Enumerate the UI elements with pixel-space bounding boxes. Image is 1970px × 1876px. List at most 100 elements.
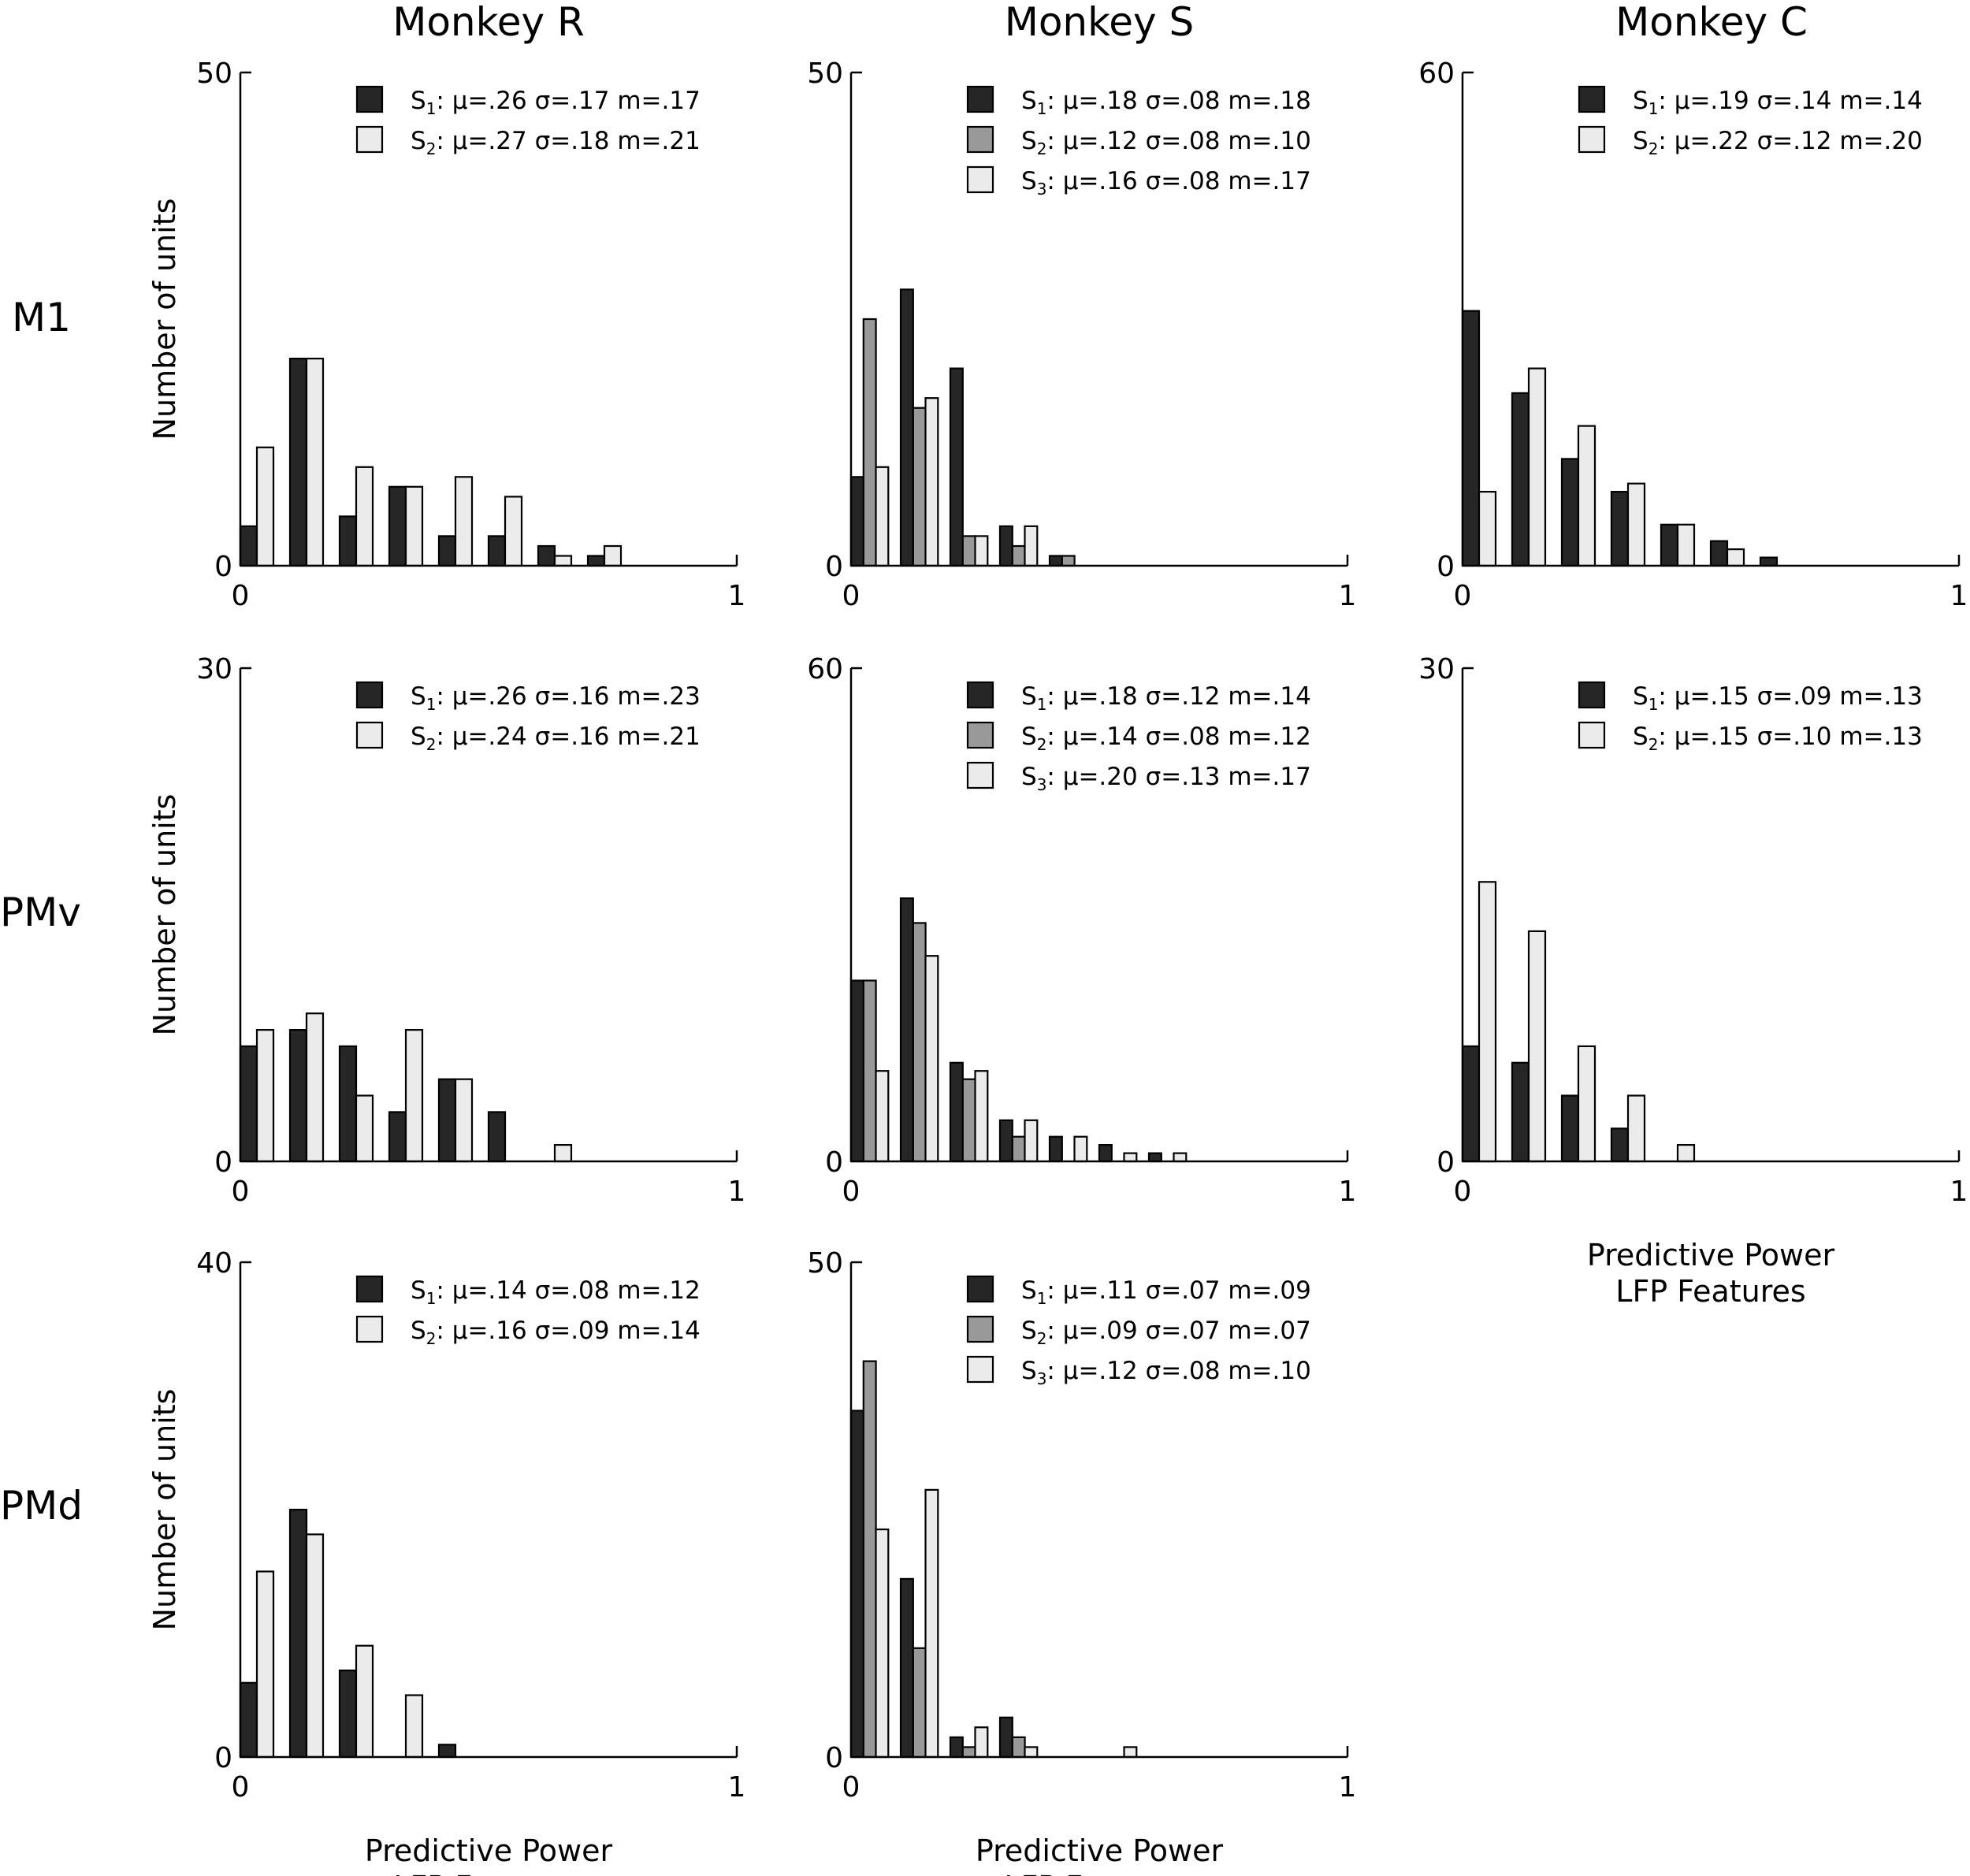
bar-pmv-r-s1-bin0 (239, 1045, 258, 1163)
x-tick-label-min-pmd-r: 0 (232, 1771, 250, 1804)
y-tick-label-min-pmd-r: 0 (214, 1742, 232, 1774)
y-tick-label-max-pmd-s: 50 (807, 1247, 843, 1280)
legend-swatch-pmv-s-s1 (966, 681, 994, 709)
legend-label-m1-r-s1: S1: μ=.26 σ=.17 m=.17 (411, 87, 701, 118)
bar-m1-r-s2-bin1 (305, 358, 325, 567)
y-tick-label-max-pmv-r: 30 (196, 653, 232, 685)
legend-pmd-s: S1: μ=.11 σ=.07 m=.09 S2: μ=.09 σ=.07 m=.… (966, 1275, 1311, 1388)
legend-label-pmv-c-s2: S2: μ=.15 σ=.10 m=.13 (1633, 723, 1923, 754)
x-tick-label-min-m1-s: 0 (842, 580, 860, 612)
bar-m1-c-s2-bin5 (1726, 548, 1745, 567)
legend-swatch-pmv-r-s2 (355, 721, 384, 749)
bar-pmv-s-s1-bin6 (1147, 1152, 1162, 1163)
legend-swatch-pmv-s-s3 (966, 761, 994, 789)
bar-m1-r-s1-bin4 (437, 535, 457, 567)
bar-pmd-s-s3-bin5 (1123, 1746, 1138, 1759)
y-tick-label-min-pmv-s: 0 (825, 1146, 843, 1179)
bar-pmv-c-s1-bin2 (1560, 1094, 1580, 1163)
y-tick-label-min-m1-r: 0 (214, 551, 232, 583)
bar-pmv-s-s2-bin3 (1011, 1135, 1026, 1163)
bar-m1-r-s1-bin6 (537, 544, 556, 567)
row-label-pmv: PMv (0, 890, 81, 935)
bar-m1-s-s3-bin2 (974, 535, 989, 567)
x-tick-label-max-pmv-r: 1 (728, 1176, 746, 1208)
y-axis-label-pmd-r: Number of units (147, 1389, 182, 1631)
x-axis-label-line2-pmv-c: LFP Features (1615, 1274, 1805, 1309)
legend-swatch-pmv-r-s1 (355, 681, 384, 709)
bar-m1-c-s2-bin0 (1478, 490, 1497, 567)
x-tick-label-max-pmv-s: 1 (1339, 1176, 1357, 1208)
bar-m1-s-s3-bin0 (875, 466, 890, 567)
bar-pmd-r-s2-bin2 (355, 1644, 374, 1759)
legend-swatch-m1-s-s2 (966, 125, 994, 154)
bar-pmv-s-s1-bin3 (998, 1119, 1013, 1163)
bar-pmd-s-s2-bin0 (862, 1360, 877, 1759)
bar-pmd-r-s2-bin0 (255, 1570, 275, 1759)
bar-m1-c-s1-bin5 (1709, 540, 1729, 567)
bar-pmv-r-s2-bin3 (404, 1028, 424, 1163)
legend-swatch-m1-c-s1 (1578, 85, 1606, 113)
y-tick-label-min-pmv-r: 0 (214, 1146, 232, 1179)
bar-pmd-r-s1-bin2 (338, 1670, 358, 1759)
bar-m1-c-s2-bin3 (1626, 482, 1646, 567)
x-tick-label-max-pmd-s: 1 (1339, 1771, 1357, 1804)
bar-m1-r-s2-bin3 (404, 485, 424, 567)
bar-m1-r-s2-bin4 (454, 476, 474, 567)
bar-m1-r-s2-bin5 (504, 496, 523, 567)
y-tick-label-max-pmv-c: 30 (1418, 653, 1455, 685)
bar-pmv-s-s1-bin0 (849, 979, 864, 1163)
bar-pmv-r-s1-bin5 (487, 1111, 507, 1163)
panel-m1-c: 60 00 1 S1: μ=.19 σ=.14 m=.14 S2: μ=.22 σ=.1… (1418, 58, 1968, 612)
x-axis-label-line1-pmv-c: Predictive Power (1587, 1238, 1835, 1272)
bar-m1-r-s1-bin5 (487, 535, 507, 567)
bar-pmd-s-s1-bin2 (949, 1736, 964, 1759)
y-axis-label-m1-r: Number of units (147, 199, 182, 440)
legend-swatch-pmv-s-s2 (966, 721, 994, 749)
y-tick-label-max-m1-s: 50 (807, 58, 843, 90)
bar-m1-c-s1-bin4 (1660, 523, 1679, 567)
column-title-monkey-s: Monkey S (1005, 0, 1195, 45)
bar-pmv-r-s2-bin4 (454, 1078, 474, 1163)
bar-pmv-c-s2-bin2 (1577, 1045, 1596, 1163)
bar-pmv-s-s1-bin1 (899, 897, 914, 1163)
bar-m1-c-s1-bin1 (1511, 392, 1530, 567)
legend-label-pmd-r-s1: S1: μ=.14 σ=.08 m=.12 (411, 1276, 701, 1308)
bar-pmv-s-s1-bin5 (1098, 1143, 1113, 1163)
bar-pmd-s-s3-bin0 (875, 1528, 890, 1759)
legend-label-m1-s-s3: S3: μ=.16 σ=.08 m=.17 (1021, 167, 1311, 199)
y-tick-label-min-pmv-c: 0 (1437, 1146, 1455, 1179)
legend-swatch-pmd-r-s1 (355, 1275, 384, 1303)
bar-m1-c-s2-bin2 (1577, 425, 1596, 567)
bar-m1-r-s1-bin0 (239, 525, 258, 567)
x-tick-label-min-pmv-s: 0 (842, 1176, 860, 1208)
legend-m1-s: S1: μ=.18 σ=.08 m=.18 S2: μ=.12 σ=.08 m=.… (966, 85, 1311, 199)
y-tick-label-max-pmv-s: 60 (807, 653, 843, 685)
bar-m1-s-s1-bin1 (899, 288, 914, 567)
row-label-m1: M1 (12, 295, 71, 340)
row-label-pmd: PMd (0, 1483, 83, 1529)
bar-m1-s-s3-bin3 (1024, 525, 1039, 567)
legend-swatch-pmd-s-s1 (966, 1275, 994, 1303)
bar-pmd-r-s1-bin4 (437, 1744, 457, 1759)
bar-m1-s-s2-bin0 (862, 318, 877, 567)
legend-label-m1-c-s2: S2: μ=.22 σ=.12 m=.20 (1633, 127, 1923, 158)
bar-m1-r-s1-bin3 (388, 485, 407, 567)
bar-pmv-c-s1-bin1 (1511, 1061, 1530, 1163)
legend-label-pmd-s-s2: S2: μ=.09 σ=.07 m=.07 (1021, 1317, 1311, 1348)
x-tick-label-min-m1-c: 0 (1454, 580, 1472, 612)
bar-pmv-s-s1-bin4 (1048, 1135, 1063, 1163)
legend-swatch-m1-r-s2 (355, 125, 384, 154)
y-tick-label-max-m1-r: 50 (196, 58, 232, 90)
legend-m1-c: S1: μ=.19 σ=.14 m=.14 S2: μ=.22 σ=.12 m=.… (1578, 85, 1923, 158)
column-titles: Monkey R Monkey S Monkey C (392, 0, 1808, 45)
bar-pmv-r-s2-bin1 (305, 1012, 325, 1163)
bar-m1-s-s2-bin4 (1061, 555, 1076, 567)
bar-m1-s-s1-bin3 (998, 525, 1013, 567)
bar-m1-s-s1-bin0 (849, 476, 864, 567)
legend-swatch-pmd-s-s2 (966, 1315, 994, 1343)
legend-label-pmd-s-s1: S1: μ=.11 σ=.07 m=.09 (1021, 1276, 1311, 1308)
bar-pmv-s-s3-bin0 (875, 1070, 890, 1163)
legend-swatch-m1-r-s1 (355, 85, 384, 113)
